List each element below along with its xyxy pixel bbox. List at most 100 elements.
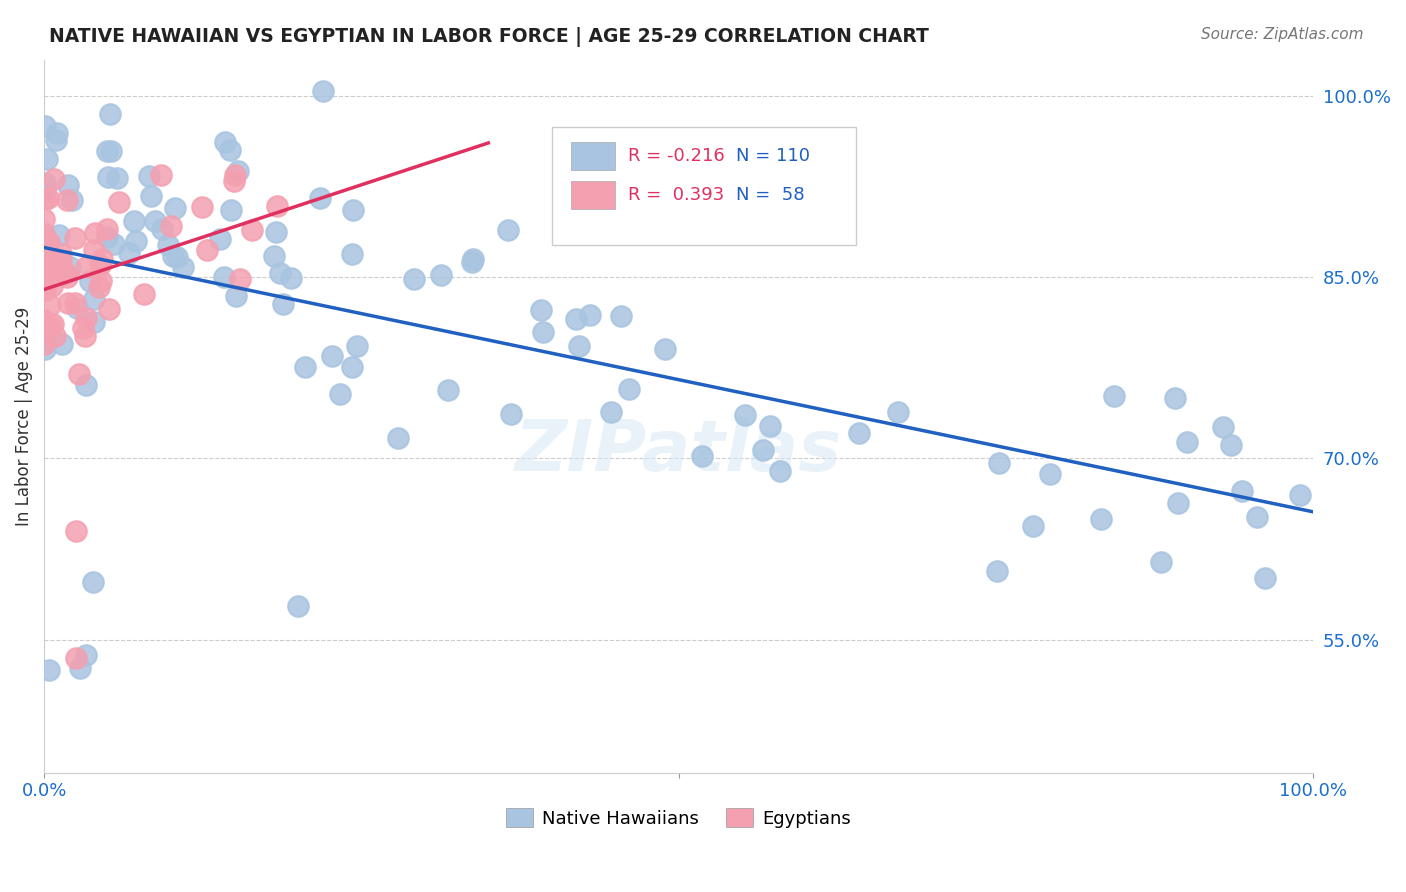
Point: [264, 225, 287, 239]
Point: [65, 651, 87, 665]
Point: [105, 170, 128, 185]
Point: [734, 409, 756, 423]
Point: [83, 315, 105, 329]
Point: [461, 252, 484, 266]
Text: N = 110: N = 110: [735, 147, 810, 165]
Point: [65, 296, 87, 310]
Point: [32, 261, 55, 276]
Point: [89, 258, 111, 272]
Point: [263, 249, 285, 263]
Point: [149, 168, 172, 182]
Point: [51, 337, 73, 351]
Point: [1102, 388, 1125, 402]
Point: [34, 183, 56, 197]
Point: [610, 309, 633, 323]
Text: R = -0.216: R = -0.216: [628, 147, 724, 165]
Point: [98, 107, 121, 121]
Point: [96, 144, 118, 158]
Point: [44, 328, 66, 343]
Point: [52, 268, 75, 282]
Point: [55, 193, 77, 207]
Point: [195, 244, 218, 258]
Point: [75, 648, 97, 663]
Point: [309, 191, 332, 205]
Point: [32, 337, 55, 351]
Point: [166, 250, 188, 264]
Point: [531, 325, 554, 339]
Point: [163, 202, 186, 216]
Text: N =  58: N = 58: [735, 186, 804, 204]
Point: [34, 119, 56, 133]
Point: [38, 235, 60, 249]
Point: [402, 272, 425, 286]
Point: [501, 407, 523, 421]
Point: [340, 247, 363, 261]
Point: [690, 450, 713, 464]
Point: [134, 287, 156, 301]
Point: [229, 272, 252, 286]
Point: [48, 227, 70, 242]
Point: [287, 599, 309, 613]
Point: [34, 231, 56, 245]
Point: [1090, 512, 1112, 526]
Point: [56, 295, 79, 310]
Point: [34, 343, 56, 357]
Point: [225, 289, 247, 303]
Point: [45, 126, 67, 140]
Point: [579, 308, 602, 322]
Point: [346, 339, 368, 353]
Point: [496, 223, 519, 237]
Point: [564, 312, 586, 326]
Point: [34, 280, 56, 294]
Text: R =  0.393: R = 0.393: [628, 186, 724, 204]
Point: [34, 251, 56, 265]
Point: [56, 178, 79, 193]
Point: [34, 244, 56, 259]
Point: [79, 274, 101, 288]
Point: [42, 252, 65, 266]
Point: [41, 251, 63, 265]
Point: [654, 342, 676, 356]
Text: ZIPatlas: ZIPatlas: [515, 417, 842, 486]
Point: [212, 269, 235, 284]
Point: [157, 237, 180, 252]
Point: [224, 168, 246, 182]
Point: [37, 190, 59, 204]
Point: [32, 313, 55, 327]
Point: [1254, 571, 1277, 585]
Point: [63, 231, 86, 245]
Point: [1150, 555, 1173, 569]
Point: [1219, 438, 1241, 452]
Point: [219, 143, 242, 157]
Point: [226, 164, 249, 178]
Point: [387, 431, 409, 445]
Point: [32, 212, 55, 227]
Point: [42, 172, 65, 186]
Point: [751, 443, 773, 458]
Point: [34, 283, 56, 297]
Point: [45, 133, 67, 147]
Point: [568, 339, 591, 353]
Point: [32, 239, 55, 253]
Point: [162, 249, 184, 263]
Point: [1039, 467, 1062, 482]
Point: [34, 252, 56, 266]
Point: [34, 227, 56, 242]
Point: [321, 349, 343, 363]
Point: [986, 565, 1008, 579]
Point: [219, 203, 242, 218]
Point: [97, 170, 120, 185]
Point: [1164, 391, 1187, 405]
Point: [987, 456, 1010, 470]
Point: [122, 214, 145, 228]
Point: [1246, 510, 1268, 524]
Point: [530, 302, 553, 317]
Point: [887, 404, 910, 418]
Point: [69, 661, 91, 675]
Point: [49, 254, 72, 268]
Point: [150, 221, 173, 235]
Point: [35, 244, 58, 259]
Point: [34, 253, 56, 268]
Point: [97, 301, 120, 316]
Point: [34, 235, 56, 249]
